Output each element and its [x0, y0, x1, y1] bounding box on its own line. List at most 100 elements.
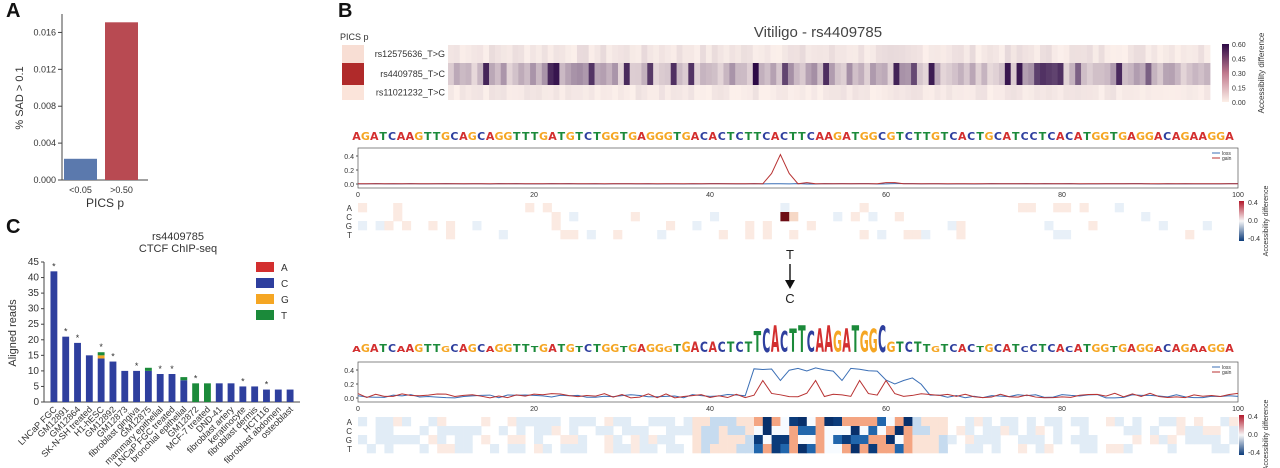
sequence-letter: C — [1047, 130, 1055, 143]
ism-heat-cell — [780, 212, 790, 222]
b-heat-cell — [957, 63, 965, 85]
sequence-letter: T — [673, 342, 681, 355]
ism-x-tick-label: 20 — [530, 192, 538, 199]
b-heat-cell — [1139, 63, 1146, 85]
ism-heat-cell — [666, 435, 676, 445]
ism-heat-cell — [384, 426, 394, 436]
b-heat-cell — [623, 63, 631, 85]
sequence-letter: T — [575, 130, 583, 143]
sequence-letter: C — [780, 130, 788, 143]
ism-heat-cell — [604, 444, 614, 454]
sequence-letter: T — [1110, 345, 1118, 354]
b-heat-cell — [993, 63, 1000, 85]
b-heat-cell — [741, 63, 748, 85]
c-bar-segment — [50, 271, 58, 402]
ism-heat-cell — [569, 426, 579, 436]
b-heat-cell — [1016, 63, 1023, 85]
b-heat-cell — [635, 85, 642, 100]
b-heat-cell — [705, 85, 713, 100]
b-heat-cell — [641, 85, 648, 100]
b-heat-cell — [453, 45, 461, 63]
sequence-letter: T — [727, 130, 735, 143]
sequence-letter: A — [1172, 130, 1181, 143]
b-heat-cell — [1157, 45, 1164, 63]
b-heat-cell — [793, 85, 801, 100]
sequence-letter: T — [522, 342, 530, 355]
b-heat-cell — [1139, 45, 1146, 63]
ism-heat-cell — [718, 417, 728, 427]
c-bar-segment — [204, 383, 211, 402]
b-heat-cell — [916, 85, 924, 100]
ism-heat-cell — [1106, 417, 1116, 427]
b-heat-cell — [1069, 63, 1076, 85]
b-heat-cell — [700, 85, 707, 100]
b-heat-cell — [506, 45, 513, 63]
b-heat-cell — [512, 45, 519, 63]
ism-heat-cell — [578, 417, 588, 427]
b-pics-cell — [342, 63, 364, 85]
ism-heat-cell — [375, 435, 385, 445]
b-heat-cell — [811, 63, 818, 85]
ism-heat-cell — [938, 417, 948, 427]
sequence-letter: G — [1145, 342, 1154, 355]
ism-heat-cell — [780, 435, 790, 445]
sequence-letter: C — [878, 130, 886, 143]
b-heat-cell — [940, 63, 947, 85]
ism-heat-cell — [393, 212, 403, 222]
ism-heat-cell — [402, 417, 412, 427]
sequence-letter: G — [886, 130, 895, 143]
ism-heat-cell — [666, 221, 676, 231]
ism-heat-cell — [1185, 230, 1195, 240]
b-heat-cell — [483, 85, 490, 100]
b-heat-cell — [875, 85, 883, 100]
b-heat-cell — [811, 45, 818, 63]
ism-heat-cell — [666, 444, 676, 454]
ism-heat-cell — [780, 417, 790, 427]
b-heat-cell — [459, 85, 466, 100]
b-heat-cell — [641, 63, 648, 85]
b-heat-cell — [1174, 85, 1182, 100]
b-heat-cell — [870, 85, 877, 100]
ism-x-tick-label: 60 — [882, 406, 890, 413]
b-heat-cell — [588, 85, 595, 100]
sequence-letter: A — [1154, 345, 1163, 354]
c-bar-segment — [263, 389, 270, 402]
c-bar-segment — [168, 374, 176, 402]
ism-heat-cell — [859, 444, 869, 454]
ism-heat-cell — [419, 426, 429, 436]
b-heat-cell — [688, 45, 695, 63]
b-heat-cell — [1116, 45, 1123, 63]
sequence-letter: T — [852, 130, 860, 143]
b-heat-cell — [477, 85, 484, 100]
b-heat-cell — [1057, 63, 1064, 85]
sequence-letter: C — [1030, 130, 1038, 143]
b-colorbar-tick: 0.30 — [1232, 71, 1246, 78]
ism-heat-cell — [974, 417, 984, 427]
b-heat-cell — [829, 85, 836, 100]
ism-heat-cell — [718, 435, 728, 445]
ism-heat-cell — [481, 435, 491, 445]
b-heat-cell — [1122, 45, 1129, 63]
sequence-letter: C — [1021, 130, 1029, 143]
ism-heat-cell — [754, 426, 764, 436]
ism-heat-cell — [956, 426, 966, 436]
ism-heat-cell — [1026, 435, 1036, 445]
c-bar-segment — [180, 380, 188, 402]
b-row-label: rs4409785_T>C — [380, 69, 445, 79]
sequence-letter: C — [700, 340, 708, 357]
c-significance-star: * — [241, 376, 245, 386]
ism-heat-cell — [1070, 417, 1080, 427]
sequence-letter: C — [807, 327, 815, 360]
b-heat-cell — [448, 85, 455, 100]
ism-heat-cell — [525, 417, 535, 427]
b-heat-cell — [1116, 63, 1123, 85]
b-heat-cell — [1122, 85, 1129, 100]
ism-heat-cell — [745, 426, 755, 436]
b-heat-cell — [1133, 63, 1141, 85]
sequence-letter: G — [833, 327, 842, 360]
b-heat-cell — [676, 85, 683, 100]
b-heat-cell — [494, 63, 502, 85]
sequence-letter: C — [477, 342, 485, 355]
b-heat-cell — [1110, 45, 1117, 63]
b-heat-cell — [1045, 45, 1053, 63]
